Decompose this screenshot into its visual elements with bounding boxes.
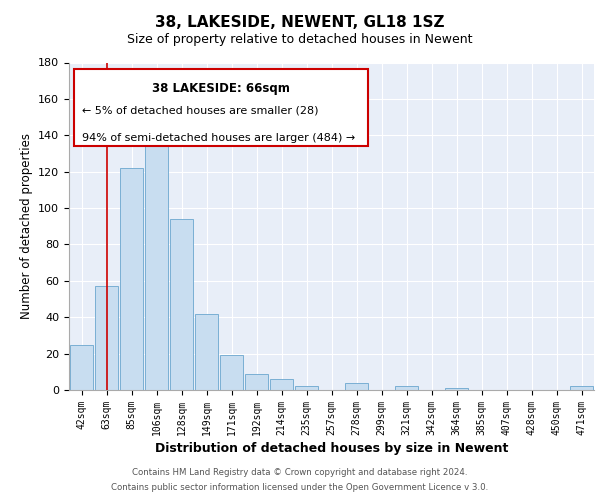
Bar xyxy=(345,382,368,390)
Bar xyxy=(270,379,293,390)
Text: Contains public sector information licensed under the Open Government Licence v : Contains public sector information licen… xyxy=(112,483,488,492)
Bar xyxy=(170,219,193,390)
FancyBboxPatch shape xyxy=(74,69,368,146)
Text: 94% of semi-detached houses are larger (484) →: 94% of semi-detached houses are larger (… xyxy=(82,133,355,143)
Bar xyxy=(445,388,468,390)
Bar xyxy=(145,136,168,390)
Bar xyxy=(395,386,418,390)
Bar xyxy=(570,386,593,390)
Bar xyxy=(120,168,143,390)
Text: ← 5% of detached houses are smaller (28): ← 5% of detached houses are smaller (28) xyxy=(82,105,319,115)
Bar xyxy=(70,344,93,390)
Bar xyxy=(245,374,268,390)
Text: 38 LAKESIDE: 66sqm: 38 LAKESIDE: 66sqm xyxy=(152,82,290,95)
Bar xyxy=(95,286,118,390)
Text: Contains HM Land Registry data © Crown copyright and database right 2024.: Contains HM Land Registry data © Crown c… xyxy=(132,468,468,477)
Text: 38, LAKESIDE, NEWENT, GL18 1SZ: 38, LAKESIDE, NEWENT, GL18 1SZ xyxy=(155,15,445,30)
X-axis label: Distribution of detached houses by size in Newent: Distribution of detached houses by size … xyxy=(155,442,508,455)
Text: Size of property relative to detached houses in Newent: Size of property relative to detached ho… xyxy=(127,32,473,46)
Bar xyxy=(195,314,218,390)
Bar xyxy=(295,386,318,390)
Bar xyxy=(220,356,243,390)
Y-axis label: Number of detached properties: Number of detached properties xyxy=(20,133,32,320)
